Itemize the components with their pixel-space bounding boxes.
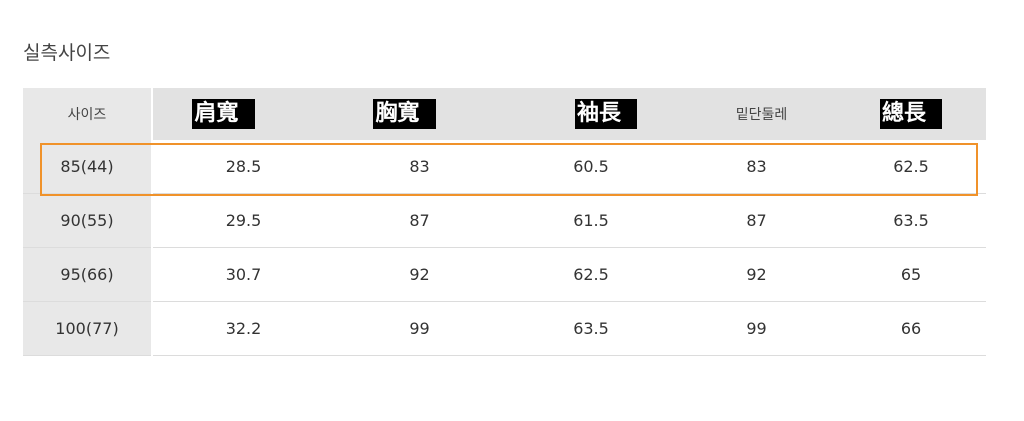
size-table: 사이즈 肩寬 胸寬 袖長 밑단둘레 總長 85(44) 28.5 83 60.5 83 6… [23, 88, 986, 356]
size-cell: 100(77) [23, 301, 153, 356]
measurement-cell: 99 [677, 301, 836, 356]
measurement-cell: 63.5 [505, 301, 677, 356]
measurement-cell: 60.5 [505, 140, 677, 194]
measurement-cell: 92 [334, 247, 505, 302]
header-label: 사이즈 [67, 107, 107, 123]
header-shoulder: 肩寬 [152, 88, 334, 140]
measurement-cell: 65 [836, 247, 986, 302]
measurement-cell: 62.5 [505, 247, 677, 302]
measurement-cell: 66 [836, 301, 986, 356]
measurement-cell: 99 [334, 301, 505, 356]
table-row: 95(66) 30.7 92 62.5 92 65 [23, 247, 986, 302]
measurement-cell: 61.5 [505, 193, 677, 248]
measurement-cell: 83 [677, 140, 836, 194]
header-label-masked: 袖長 [574, 99, 637, 129]
size-cell: 90(55) [23, 193, 153, 248]
measurement-cell: 87 [677, 193, 836, 248]
header-chest: 胸寬 [334, 88, 505, 140]
measurement-cell: 30.7 [152, 247, 334, 302]
measurement-cell: 62.5 [836, 140, 986, 194]
size-cell: 95(66) [23, 247, 153, 302]
measurement-cell: 92 [677, 247, 836, 302]
table-row: 100(77) 32.2 99 63.5 99 66 [23, 301, 986, 356]
header-label-masked: 總長 [879, 99, 942, 129]
header-row: 사이즈 肩寬 胸寬 袖長 밑단둘레 總長 [23, 88, 986, 140]
header-size: 사이즈 [23, 88, 153, 140]
header-label-masked: 肩寬 [192, 99, 255, 129]
measurement-cell: 63.5 [836, 193, 986, 248]
header-hem: 밑단둘레 [677, 88, 836, 140]
header-label: 밑단둘레 [735, 107, 788, 123]
measurement-cell: 29.5 [152, 193, 334, 248]
page-title: 실측사이즈 [23, 42, 111, 64]
header-sleeve: 袖長 [505, 88, 677, 140]
table-row: 85(44) 28.5 83 60.5 83 62.5 [23, 140, 986, 194]
table-row: 90(55) 29.5 87 61.5 87 63.5 [23, 193, 986, 248]
measurement-cell: 28.5 [152, 140, 334, 194]
measurement-cell: 32.2 [152, 301, 334, 356]
measurement-cell: 87 [334, 193, 505, 248]
header-label-masked: 胸寬 [373, 99, 436, 129]
measurement-cell: 83 [334, 140, 505, 194]
size-cell: 85(44) [23, 140, 153, 194]
header-length: 總長 [836, 88, 986, 140]
